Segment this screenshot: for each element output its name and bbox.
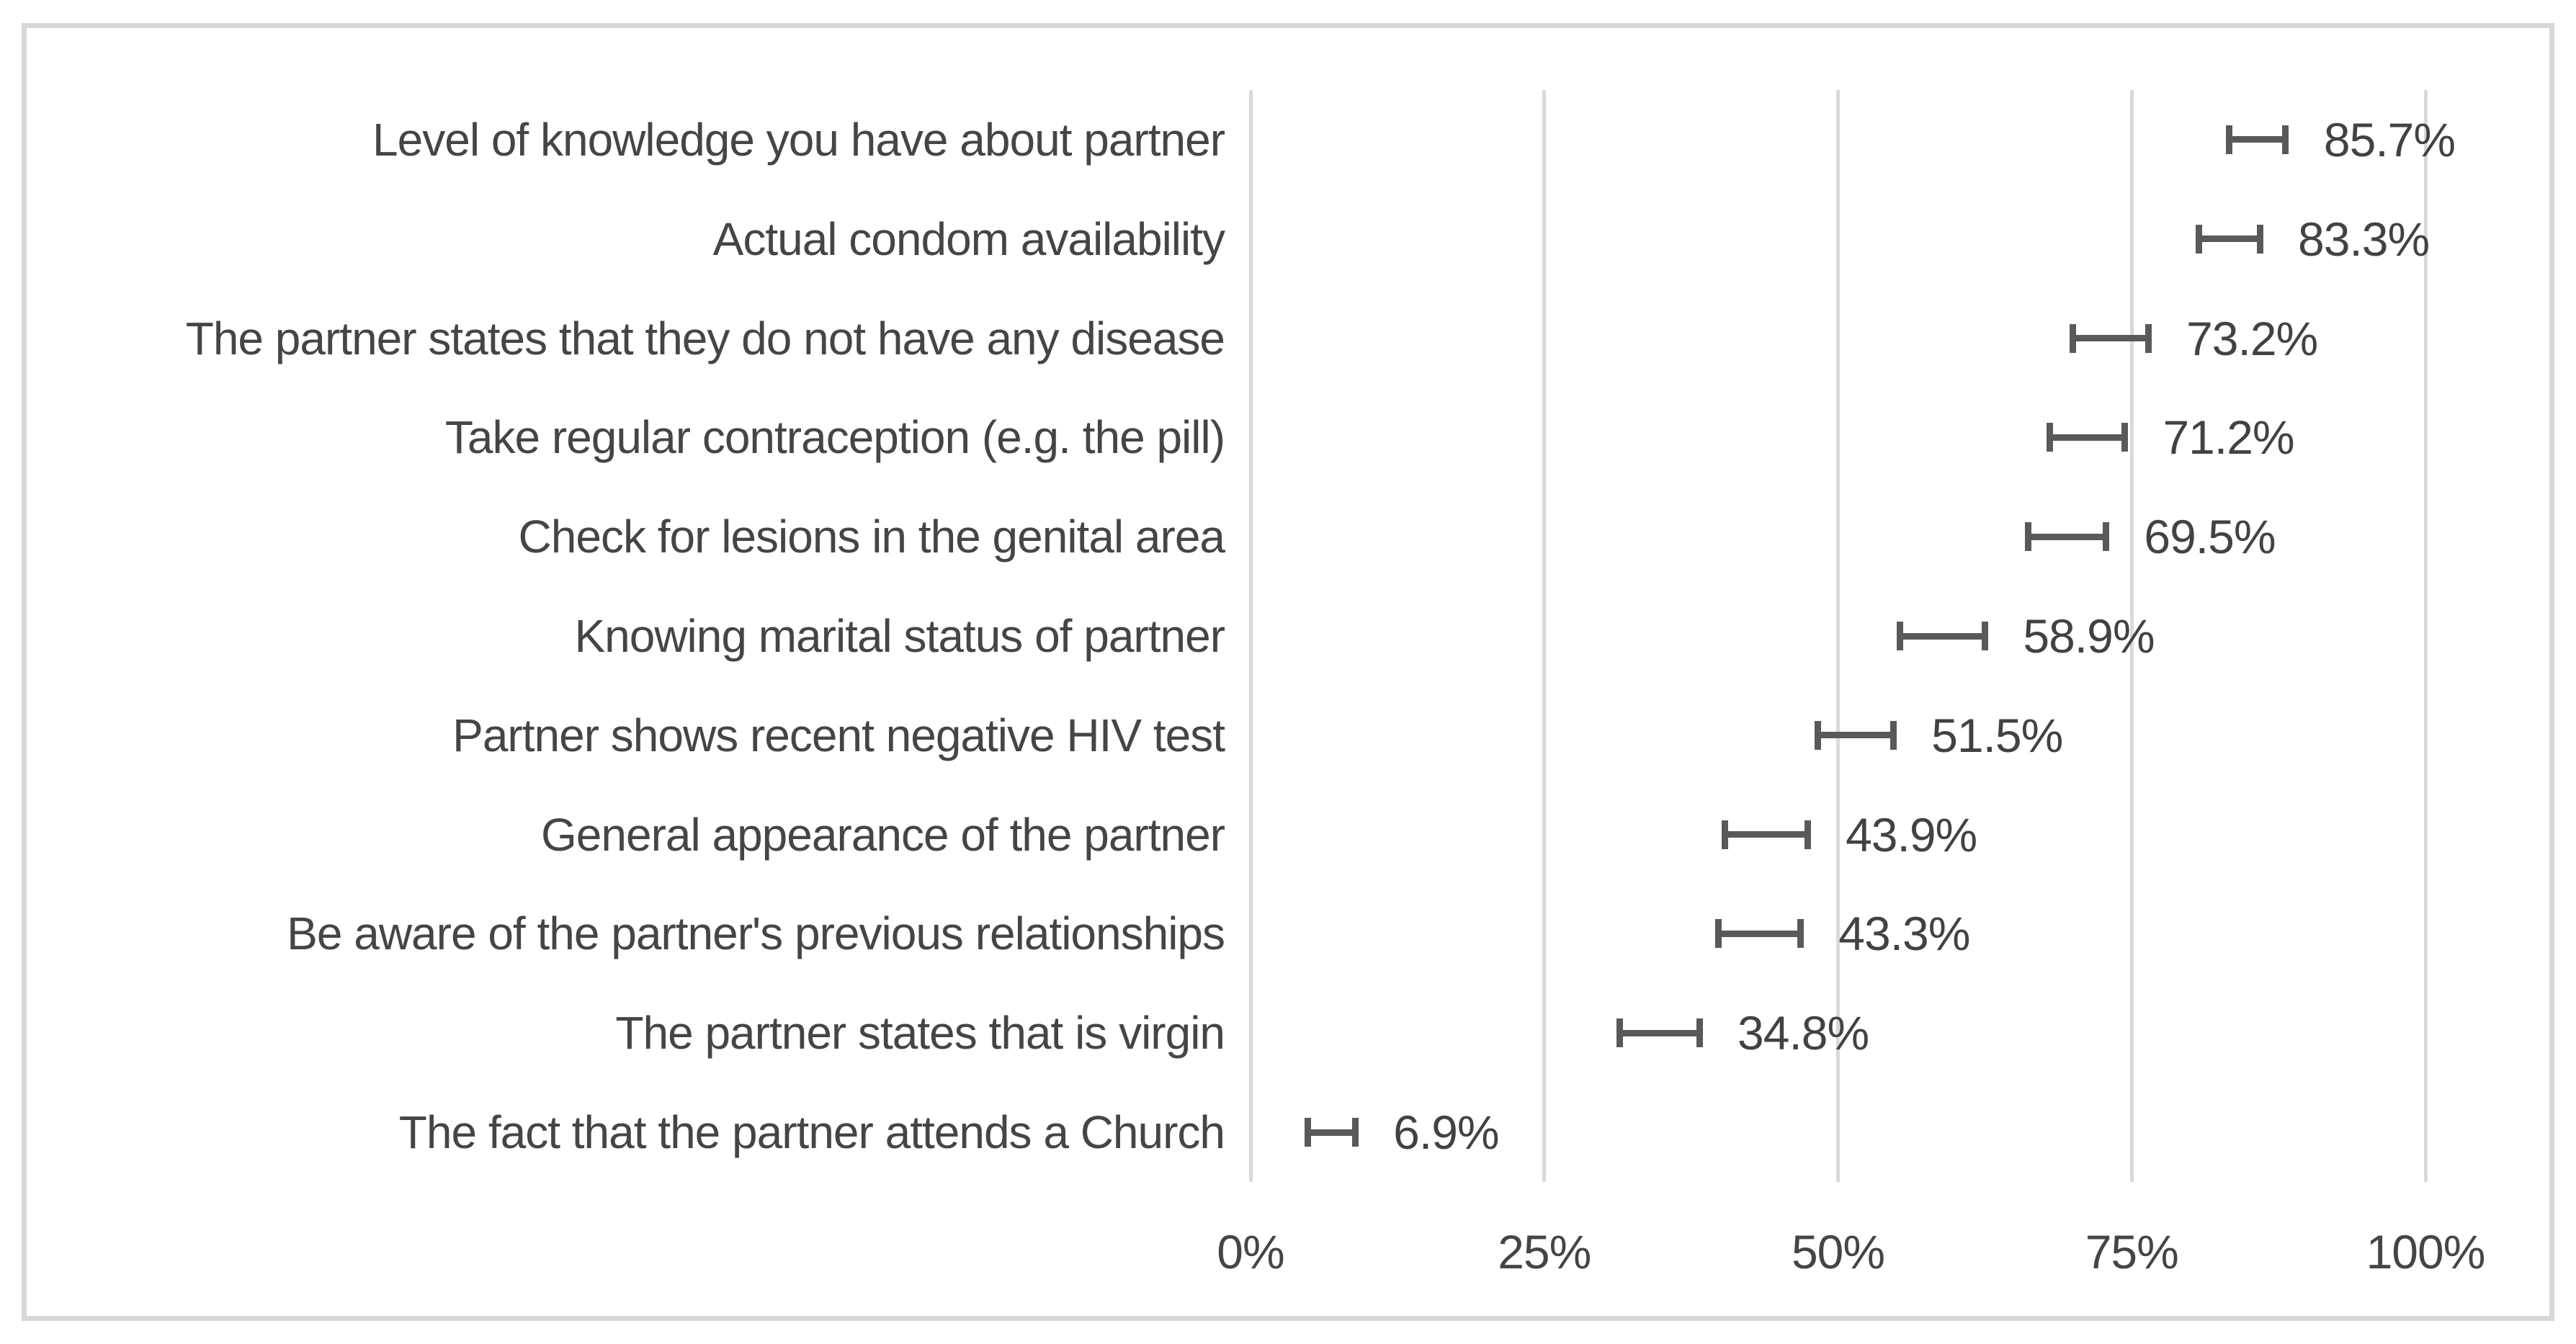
error-bar-right-cap xyxy=(1889,720,1897,750)
value-label: 83.3% xyxy=(2298,212,2430,266)
error-bar-right-cap xyxy=(1981,622,1988,650)
category-label: Knowing marital status of partner xyxy=(574,610,1225,662)
category-label: Partner shows recent negative HIV test xyxy=(452,709,1225,761)
value-label: 43.9% xyxy=(1846,807,1977,861)
category-label: Level of knowledge you have about partne… xyxy=(372,113,1225,166)
category-label: Check for lesions in the genital area xyxy=(518,511,1225,563)
category-label: The partner states that is virgin xyxy=(615,1007,1225,1059)
error-bar-left-cap xyxy=(2195,224,2202,254)
value-label: 34.8% xyxy=(1738,1006,1869,1060)
x-tick-label: 50% xyxy=(1791,1225,1885,1278)
error-bar xyxy=(1817,732,1894,739)
error-bar-right-cap xyxy=(1696,1018,1703,1048)
category-label: The partner states that they do not have… xyxy=(185,312,1225,364)
x-tick-label: 25% xyxy=(1498,1225,1591,1278)
gridline-50% xyxy=(1836,90,1840,1182)
error-bar-right-cap xyxy=(2102,522,2109,552)
x-tick-label: 100% xyxy=(2366,1225,2486,1278)
error-bar-right-cap xyxy=(1797,919,1804,949)
x-tick-label: 0% xyxy=(1217,1225,1284,1278)
error-bar-left-cap xyxy=(2046,423,2053,452)
error-bar xyxy=(1307,1129,1356,1136)
value-label: 85.7% xyxy=(2323,112,2456,166)
error-bar-right-cap xyxy=(2256,224,2263,254)
error-bar-left-cap xyxy=(2070,323,2077,353)
category-label: General appearance of the partner xyxy=(541,808,1225,861)
gridline-75% xyxy=(2129,90,2134,1182)
category-label: Be aware of the partner's previous relat… xyxy=(287,908,1225,960)
error-bar xyxy=(2072,335,2149,342)
error-bar-left-cap xyxy=(1714,919,1722,949)
error-bar xyxy=(1900,632,1985,640)
error-bar-right-cap xyxy=(1804,820,1811,849)
error-bar xyxy=(1619,1029,1700,1036)
value-label: 58.9% xyxy=(2023,609,2155,663)
x-tick-label: 75% xyxy=(2085,1225,2179,1278)
category-label: The fact that the partner attends a Chur… xyxy=(398,1106,1225,1159)
error-bar-right-cap xyxy=(2282,125,2289,154)
error-bar-left-cap xyxy=(1722,820,1729,849)
error-bar-right-cap xyxy=(2145,323,2152,353)
value-label: 51.5% xyxy=(1931,708,2063,762)
value-label: 6.9% xyxy=(1393,1106,1499,1160)
error-bar xyxy=(1725,831,1808,838)
value-label: 43.3% xyxy=(1838,907,1970,961)
category-label: Actual condom availability xyxy=(712,212,1225,265)
error-bar xyxy=(2229,136,2286,143)
error-bar-left-cap xyxy=(1305,1118,1312,1147)
value-label: 73.2% xyxy=(2186,311,2318,365)
error-bar xyxy=(1718,930,1801,937)
value-label: 69.5% xyxy=(2144,510,2276,564)
category-label: Take regular contraception (e.g. the pil… xyxy=(444,411,1225,464)
error-bar xyxy=(2049,434,2125,441)
error-bar-left-cap xyxy=(1616,1018,1623,1048)
error-bar-right-cap xyxy=(1351,1118,1359,1147)
error-bar xyxy=(2028,533,2106,540)
error-bar-left-cap xyxy=(2226,125,2233,154)
gridline-25% xyxy=(1542,90,1547,1182)
value-label: 71.2% xyxy=(2163,411,2294,465)
gridline-100% xyxy=(2423,90,2428,1182)
error-bar-left-cap xyxy=(1815,720,1822,750)
error-bar-left-cap xyxy=(2025,522,2032,552)
gridline-0% xyxy=(1248,90,1253,1182)
error-bar-left-cap xyxy=(1897,622,1904,650)
error-bar xyxy=(2199,236,2260,243)
error-bar-right-cap xyxy=(2121,423,2128,452)
